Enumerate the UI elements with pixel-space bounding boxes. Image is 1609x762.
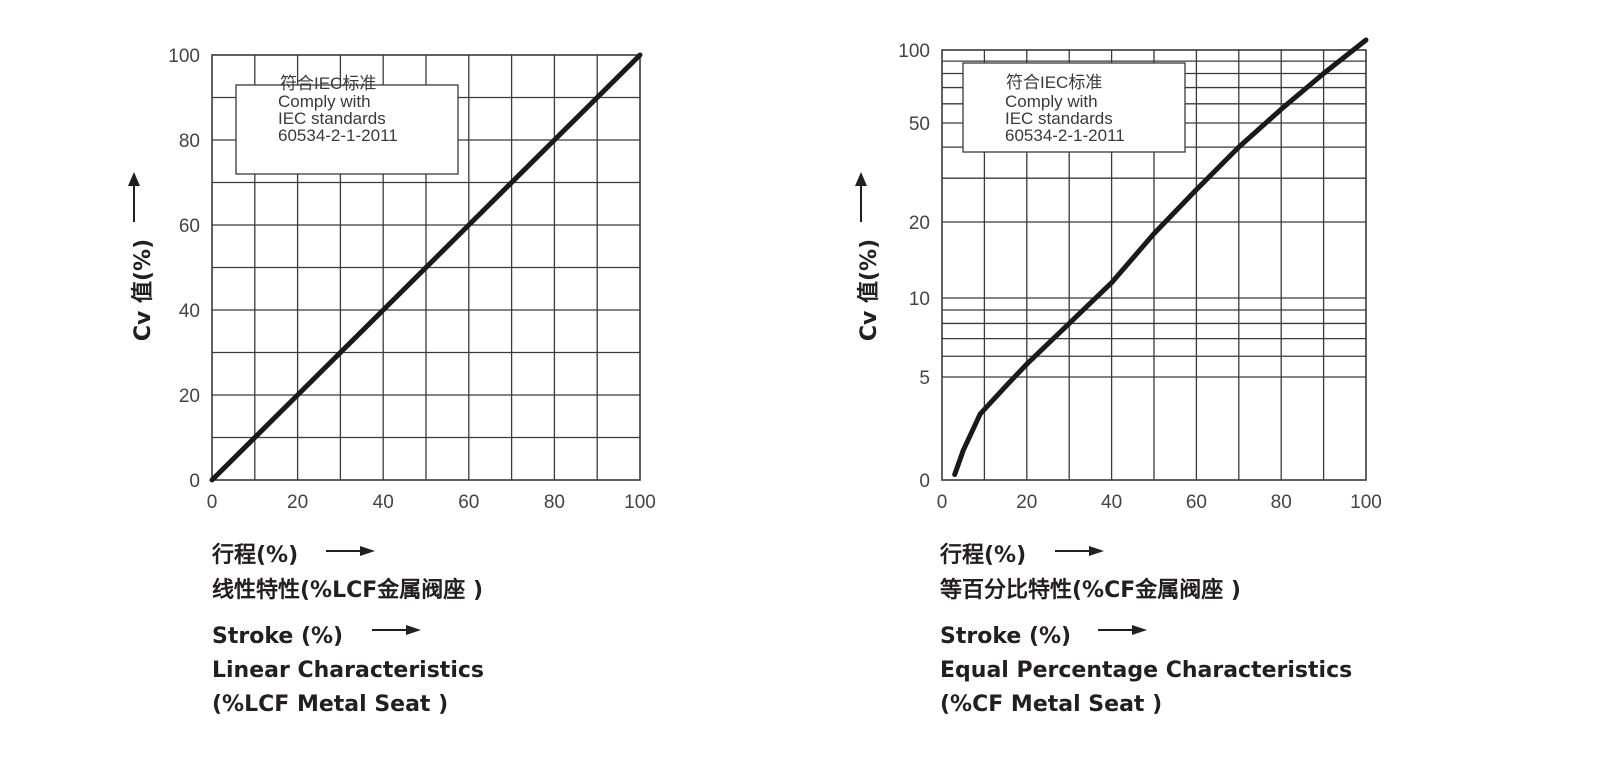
linear-x-tick-labels: 0 20 40 60 80 100	[207, 492, 656, 513]
y-tick-label: 50	[909, 114, 930, 135]
y-arrow-head	[855, 172, 867, 186]
y-tick-label: 80	[179, 131, 200, 152]
note-line-1: 符合IEC标准	[1006, 73, 1102, 92]
equal-percentage-chart: 符合IEC标准 Comply with IEC standards 60534-…	[855, 37, 1382, 717]
y-arrow-head	[128, 172, 140, 186]
arrow-right-icon	[1055, 546, 1104, 556]
caption-type-cn: 线性特性(%LCF金属阀座 )	[212, 577, 483, 603]
y-tick-label: 100	[168, 46, 200, 67]
equal-percentage-caption: 行程(%) 等百分比特性(%CF金属阀座 ) Stroke (%) Equal …	[939, 542, 1352, 717]
note-line-1: 符合IEC标准	[280, 74, 376, 93]
linear-ylabel: Cv 值(%)	[130, 239, 156, 341]
caption-type-en: Linear Characteristics	[212, 658, 484, 683]
equal-percentage-ylabel: Cv 值(%)	[856, 239, 882, 341]
x-tick-label: 100	[624, 492, 656, 513]
x-tick-label: 40	[373, 492, 394, 513]
linear-chart: 符合IEC标准 Comply with IEC standards 60534-…	[128, 46, 656, 717]
note-line-4: 60534-2-1-2011	[278, 126, 398, 145]
caption-stroke-en: Stroke (%)	[940, 624, 1071, 649]
x-tick-label: 80	[1271, 492, 1292, 513]
equal-percentage-standards-note: 符合IEC标准 Comply with IEC standards 60534-…	[962, 62, 1186, 153]
note-line-2: Comply with	[278, 92, 371, 111]
linear-caption: 行程(%) 线性特性(%LCF金属阀座 ) Stroke (%) Linear …	[211, 542, 484, 717]
equal-percentage-series	[952, 37, 1369, 477]
x-tick-label: 0	[937, 492, 948, 513]
caption-seat-en: (%CF Metal Seat )	[940, 692, 1162, 717]
linear-series	[209, 52, 643, 483]
y-tick-label: 0	[189, 471, 200, 492]
series-line	[952, 37, 1369, 477]
y-tick-label: 10	[909, 289, 930, 310]
x-tick-label: 20	[287, 492, 308, 513]
x-tick-label: 100	[1350, 492, 1382, 513]
note-line-3: IEC standards	[1005, 109, 1113, 128]
caption-seat-en: (%LCF Metal Seat )	[212, 692, 448, 717]
y-tick-label: 40	[179, 301, 200, 322]
caption-stroke-cn: 行程(%)	[211, 542, 298, 568]
linear-y-tick-labels: 0 20 40 60 80 100	[168, 46, 200, 492]
y-tick-label: 20	[909, 213, 930, 234]
x-tick-label: 20	[1016, 492, 1037, 513]
caption-stroke-cn: 行程(%)	[939, 542, 1026, 568]
x-tick-label: 60	[458, 492, 479, 513]
arrow-right-icon	[1098, 625, 1147, 635]
linear-y-axis-label: Cv 值(%)	[128, 172, 156, 341]
note-line-2: Comply with	[1005, 92, 1098, 111]
equal-percentage-plot-frame	[941, 49, 1367, 481]
equal-percentage-y-axis-label: Cv 值(%)	[855, 172, 882, 341]
linear-plot-frame	[211, 54, 641, 481]
x-tick-label: 0	[207, 492, 218, 513]
linear-standards-note: 符合IEC标准 Comply with IEC standards 60534-…	[235, 74, 459, 175]
caption-type-cn: 等百分比特性(%CF金属阀座 )	[940, 577, 1241, 603]
caption-type-en: Equal Percentage Characteristics	[940, 658, 1352, 683]
y-tick-label: 0	[919, 471, 930, 492]
equal-percentage-y-tick-labels: 0 5 10 20 50 100	[898, 41, 930, 492]
y-tick-label: 100	[898, 41, 930, 62]
y-tick-label: 60	[179, 216, 200, 237]
y-tick-label: 20	[179, 386, 200, 407]
caption-stroke-en: Stroke (%)	[212, 624, 343, 649]
note-line-3: IEC standards	[278, 109, 386, 128]
arrow-right-icon	[326, 546, 375, 556]
equal-percentage-x-tick-labels: 0 20 40 60 80 100	[937, 492, 1382, 513]
arrow-right-icon	[372, 625, 421, 635]
series-line	[209, 52, 643, 483]
x-tick-label: 80	[544, 492, 565, 513]
y-tick-label: 5	[919, 368, 930, 389]
x-tick-label: 40	[1101, 492, 1122, 513]
x-tick-label: 60	[1186, 492, 1207, 513]
note-line-4: 60534-2-1-2011	[1005, 126, 1125, 145]
